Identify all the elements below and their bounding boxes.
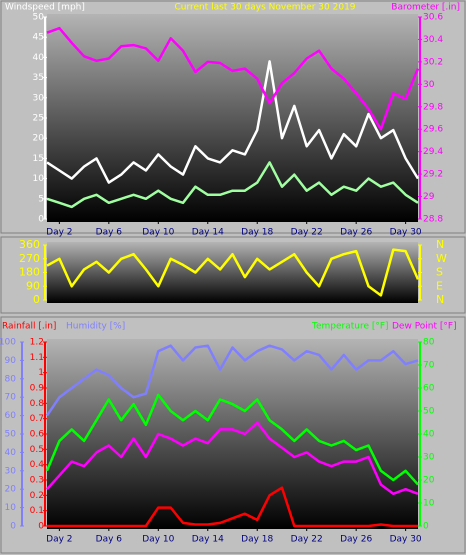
y-tick-label: 0 [10, 522, 16, 532]
y-tick-label: 80 [5, 374, 17, 384]
y-tick-label: 80 [423, 338, 435, 348]
y-tick-label: 1.1 [30, 353, 44, 363]
y-tick-label: 29.4 [423, 147, 443, 157]
y-tick-label: 28.8 [423, 215, 443, 225]
x-tick-label: Day 6 [96, 535, 123, 545]
plot-area [47, 242, 418, 303]
x-tick-label: Day 22 [291, 535, 323, 545]
x-tick-label: Day 18 [241, 228, 273, 238]
plot-area [47, 14, 418, 222]
y-tick-label: 50 [33, 13, 45, 23]
y-tick-label: 0 [38, 215, 44, 225]
plot-area [47, 339, 418, 529]
x-tick-label: Day 10 [142, 228, 174, 238]
series-line [47, 486, 418, 528]
x-tick-label: Day 2 [46, 228, 72, 238]
y-tick-label: 29 [423, 192, 435, 202]
y-tick-label: 180 [19, 266, 40, 279]
x-tick-label: Day 30 [390, 535, 422, 545]
y-tick-label: 10 [423, 499, 435, 509]
series-label: Rainfall [.in] [2, 322, 56, 332]
y-tick-label: 70 [5, 393, 17, 403]
series-label: Temperature [°F] [311, 322, 389, 332]
y-tick-label: 30.6 [423, 13, 443, 23]
y-tick-label: 0 [423, 522, 429, 532]
y-tick-label: 270 [19, 252, 40, 265]
y-tick-label: 1 [38, 368, 44, 378]
y-tick-label: 20 [33, 134, 45, 144]
y-tick-label: 0.1 [30, 506, 44, 516]
y-tick-label: 35 [33, 73, 44, 83]
y-tick-label: 40 [423, 430, 435, 440]
x-tick-label: Day 18 [241, 535, 273, 545]
y-tick-label: 100 [0, 338, 16, 348]
y-tick-label: 20 [423, 476, 435, 486]
y-tick-label: E [436, 279, 443, 292]
y-tick-label: 20 [5, 485, 17, 495]
y-tick-label: 5 [38, 194, 44, 204]
x-tick-label: Day 14 [192, 228, 224, 238]
y-tick-label: 29.2 [423, 170, 443, 180]
y-tick-label: S [436, 266, 443, 279]
x-tick-label: Day 14 [192, 535, 224, 545]
y-tick-label: 30.2 [423, 57, 443, 67]
y-tick-label: 30 [5, 466, 17, 476]
y-tick-label: 0.2 [30, 491, 44, 501]
y-tick-label: 90 [5, 356, 17, 366]
y-tick-label: 50 [5, 430, 17, 440]
y-tick-label: 360 [19, 238, 40, 251]
series-line [45, 393, 419, 486]
y-tick-label: 60 [5, 411, 17, 421]
y-tick-label: 29.6 [423, 125, 443, 135]
y-tick-label: 10 [33, 174, 45, 184]
y-tick-label: 0.7 [30, 414, 44, 424]
y-tick-label: N [436, 238, 444, 251]
y-tick-label: 29.8 [423, 102, 443, 112]
y-tick-label: 0.4 [30, 460, 45, 470]
axis-label: Windspeed [mph] [5, 3, 85, 13]
y-tick-label: 0 [38, 522, 44, 532]
x-tick-label: Day 30 [390, 228, 422, 238]
y-tick-label: 40 [5, 448, 17, 458]
series-line [46, 26, 420, 131]
y-tick-label: 40 [33, 53, 45, 63]
y-tick-label: 0.6 [30, 430, 45, 440]
y-tick-label: 50 [423, 407, 435, 417]
x-tick-label: Day 26 [340, 228, 372, 238]
y-tick-label: N [436, 293, 444, 306]
y-tick-label: 0.3 [30, 476, 44, 486]
series-line [46, 421, 419, 496]
series-line [46, 248, 420, 297]
x-tick-label: Day 10 [142, 535, 174, 545]
series-label: Barometer [.in] [391, 3, 460, 13]
chart-title: Current last 30 days November 30 2019 [174, 3, 355, 13]
y-tick-label: 30 [423, 453, 435, 463]
y-tick-label: 15 [33, 154, 44, 164]
y-tick-label: 0.8 [30, 399, 45, 409]
x-tick-label: Day 6 [96, 228, 123, 238]
y-tick-label: W [436, 252, 447, 265]
y-tick-label: 90 [26, 279, 40, 292]
series-line [46, 161, 419, 209]
series-line [46, 60, 420, 184]
series-label: Dew Point [°F] [392, 322, 457, 332]
y-tick-label: 30 [33, 93, 45, 103]
y-tick-label: 70 [423, 361, 435, 371]
y-tick-label: 1.2 [30, 338, 44, 348]
y-tick-label: 0.5 [30, 445, 44, 455]
x-tick-label: Day 2 [46, 535, 72, 545]
y-tick-label: 0.9 [30, 384, 45, 394]
x-tick-label: Day 26 [340, 535, 372, 545]
y-tick-label: 0 [33, 293, 40, 306]
y-tick-label: 45 [33, 33, 44, 43]
y-tick-label: 25 [33, 114, 44, 124]
y-tick-label: 10 [5, 503, 17, 513]
y-tick-label: 60 [423, 384, 435, 394]
series-label: Humidity [%] [66, 322, 125, 332]
x-tick-label: Day 22 [291, 228, 323, 238]
series-line [45, 344, 419, 417]
y-tick-label: 30 [423, 80, 435, 90]
y-tick-label: 30.4 [423, 35, 443, 45]
